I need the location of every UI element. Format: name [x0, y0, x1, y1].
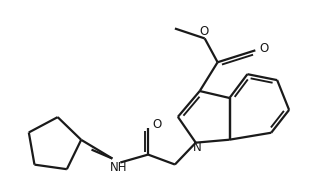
Text: NH: NH	[110, 161, 127, 174]
Text: O: O	[259, 42, 269, 55]
Text: O: O	[199, 25, 208, 38]
Text: O: O	[153, 118, 162, 131]
Text: N: N	[192, 141, 201, 154]
